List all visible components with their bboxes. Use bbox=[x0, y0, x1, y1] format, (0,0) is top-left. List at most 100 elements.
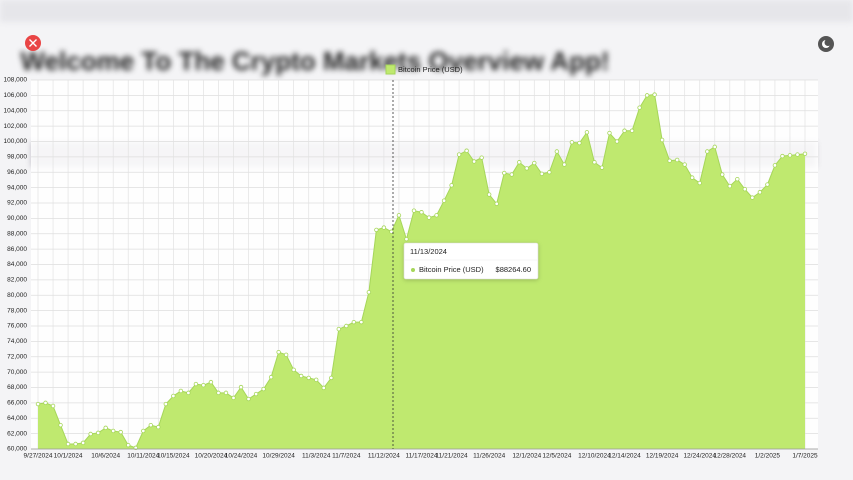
point bbox=[614, 139, 620, 144]
point bbox=[667, 158, 672, 163]
y-tick-label: 90,000 bbox=[7, 215, 27, 222]
point bbox=[171, 393, 176, 399]
point bbox=[577, 140, 582, 146]
point bbox=[216, 390, 221, 396]
point bbox=[682, 162, 687, 167]
point bbox=[765, 182, 770, 187]
x-tick-label: 11/17/2024 bbox=[405, 453, 437, 460]
point bbox=[562, 162, 567, 167]
point bbox=[80, 440, 86, 446]
plot: 60,000 62,000 64,000 66,000 68,000 70,000 72,0… bbox=[4, 64, 818, 460]
point bbox=[727, 183, 733, 189]
point bbox=[674, 157, 680, 163]
y-tick-label: 78,000 bbox=[7, 307, 27, 314]
y-tick-label: 76,000 bbox=[7, 323, 27, 330]
point bbox=[110, 428, 116, 434]
point bbox=[186, 390, 191, 396]
point bbox=[50, 403, 56, 409]
y-tick-label: 86,000 bbox=[7, 246, 27, 253]
point bbox=[802, 151, 808, 156]
point bbox=[757, 190, 763, 195]
y-tick-label: 94,000 bbox=[7, 184, 27, 191]
y-tick-label: 98,000 bbox=[7, 154, 27, 161]
x-tick-label: 11/3/2024 bbox=[302, 453, 331, 460]
x-tick-label: 11/7/2024 bbox=[332, 453, 361, 460]
point bbox=[637, 105, 642, 110]
point bbox=[366, 289, 372, 295]
point bbox=[336, 326, 341, 332]
legend-label: Bitcoin Price (USD) bbox=[398, 65, 463, 74]
point bbox=[208, 379, 214, 385]
point bbox=[253, 391, 259, 397]
x-tick-label: 10/1/2024 bbox=[54, 453, 83, 460]
point bbox=[659, 137, 665, 143]
point bbox=[163, 401, 169, 407]
point bbox=[201, 382, 206, 388]
point bbox=[426, 215, 432, 220]
point bbox=[156, 424, 161, 430]
point bbox=[193, 381, 199, 387]
x-tick-label: 12/1/2024 bbox=[512, 453, 541, 460]
point bbox=[629, 128, 635, 133]
y-tick-label: 74,000 bbox=[7, 338, 27, 345]
y-tick-label: 62,000 bbox=[7, 430, 27, 437]
point bbox=[502, 170, 507, 176]
x-tick-label: 9/27/2024 bbox=[24, 453, 53, 460]
point bbox=[126, 442, 131, 448]
point bbox=[419, 210, 424, 215]
x-tick-label: 1/7/2025 bbox=[792, 453, 818, 460]
x-tick-label: 12/19/2024 bbox=[646, 453, 679, 460]
point bbox=[772, 163, 778, 168]
point bbox=[471, 159, 477, 164]
point bbox=[697, 180, 702, 186]
x-tick-label: 11/21/2024 bbox=[436, 453, 468, 460]
point bbox=[720, 172, 725, 177]
background-title: Welcome To The Crypto Markets Overview A… bbox=[21, 46, 610, 76]
point bbox=[742, 186, 748, 192]
tooltip-box bbox=[403, 242, 539, 280]
point bbox=[276, 349, 281, 355]
point bbox=[43, 400, 48, 406]
tooltip-series: Bitcoin Price (USD) bbox=[419, 265, 484, 274]
point bbox=[238, 384, 244, 390]
point bbox=[344, 323, 349, 329]
point bbox=[291, 367, 296, 373]
point bbox=[223, 390, 229, 396]
point bbox=[441, 198, 447, 203]
y-tick-label: 108,000 bbox=[4, 77, 28, 84]
point bbox=[73, 441, 78, 447]
point bbox=[705, 149, 710, 154]
point bbox=[65, 441, 71, 447]
point bbox=[321, 385, 326, 391]
point bbox=[795, 152, 800, 157]
x-tick-label: 12/14/2024 bbox=[608, 453, 641, 460]
y-tick-label: 70,000 bbox=[7, 369, 27, 376]
point bbox=[246, 396, 251, 402]
point bbox=[389, 229, 394, 234]
x-tick-label: 10/20/2024 bbox=[195, 453, 228, 460]
y-tick-label: 72,000 bbox=[7, 353, 27, 360]
point bbox=[532, 160, 537, 166]
point bbox=[644, 93, 650, 98]
tooltip-swatch bbox=[411, 268, 415, 272]
point bbox=[780, 153, 785, 159]
point bbox=[359, 319, 364, 325]
y-tick-label: 96,000 bbox=[7, 169, 27, 176]
point bbox=[652, 92, 657, 97]
point bbox=[298, 373, 304, 379]
point bbox=[712, 144, 717, 150]
point bbox=[569, 140, 575, 145]
point bbox=[607, 130, 612, 136]
y-tick-label: 84,000 bbox=[7, 261, 27, 268]
y-tick-label: 100,000 bbox=[4, 138, 28, 145]
y-tick-label: 104,000 bbox=[4, 107, 28, 114]
point bbox=[411, 208, 417, 213]
y-tick-label: 102,000 bbox=[4, 123, 28, 130]
point bbox=[283, 352, 289, 358]
point bbox=[592, 160, 597, 165]
x-tick-label: 10/11/2024 bbox=[127, 453, 159, 460]
point bbox=[547, 170, 552, 175]
point bbox=[88, 431, 93, 437]
x-tick-label: 10/29/2024 bbox=[262, 453, 295, 460]
